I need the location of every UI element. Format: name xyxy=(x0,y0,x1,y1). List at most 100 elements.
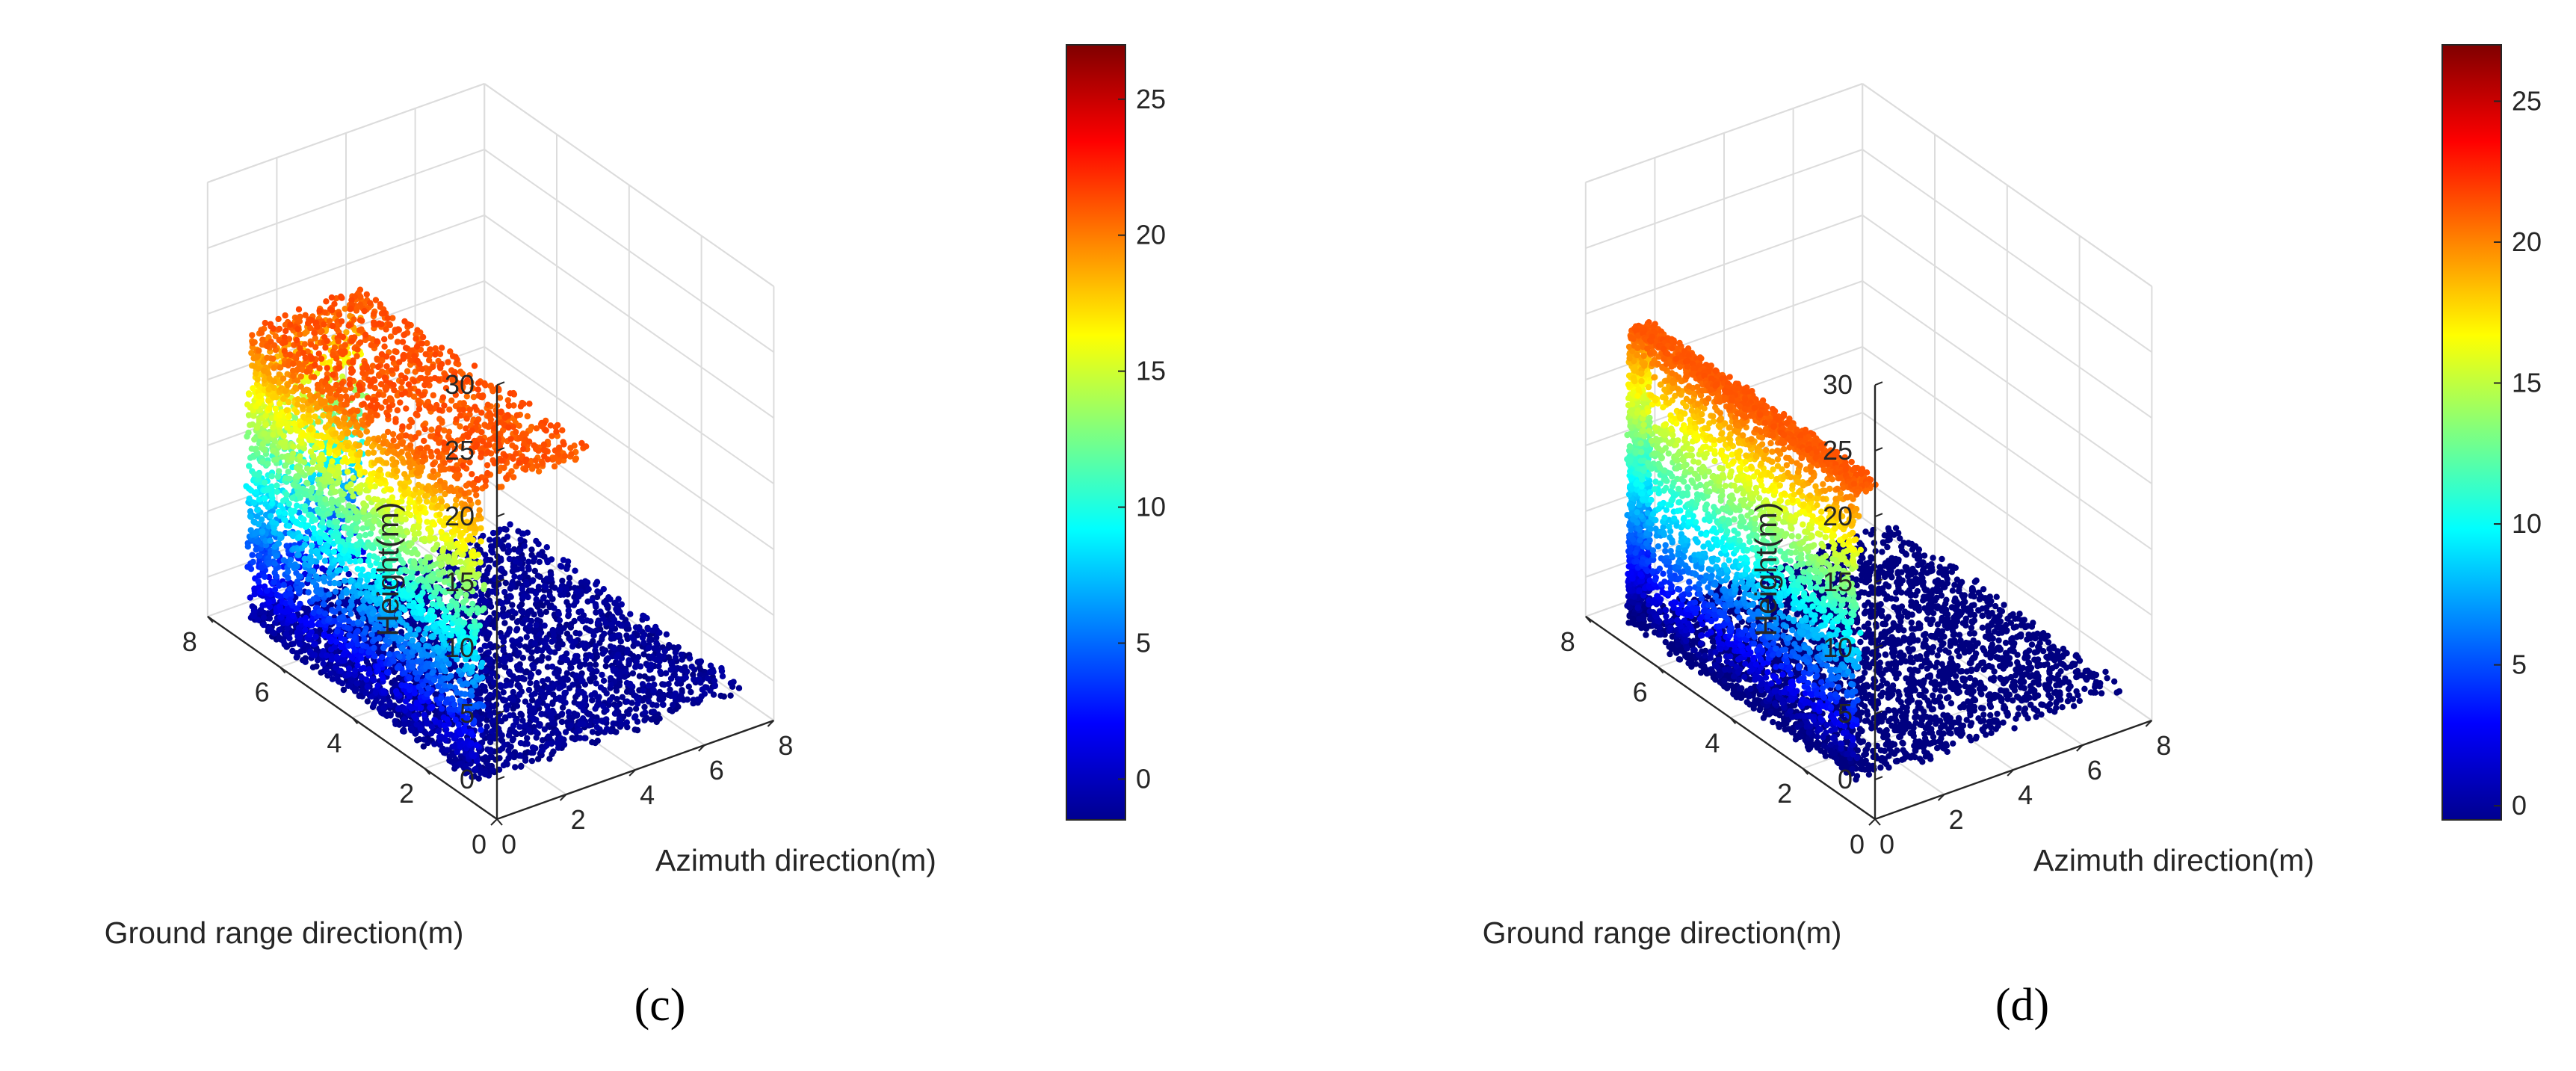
data-point xyxy=(500,689,507,696)
data-point xyxy=(316,554,323,561)
data-point xyxy=(516,422,522,429)
data-point xyxy=(528,692,535,699)
data-point xyxy=(487,660,493,667)
data-point xyxy=(630,636,637,643)
data-point xyxy=(304,480,311,487)
data-point xyxy=(519,655,527,661)
data-point xyxy=(262,479,268,486)
data-point xyxy=(632,664,639,670)
data-point xyxy=(663,631,670,638)
data-point xyxy=(347,306,353,312)
data-point xyxy=(327,389,334,397)
data-point xyxy=(296,466,303,473)
data-point xyxy=(510,697,516,703)
data-point xyxy=(489,529,497,537)
data-point xyxy=(342,342,348,348)
data-point xyxy=(520,531,527,537)
data-point xyxy=(312,573,320,580)
data-point xyxy=(321,309,328,316)
data-point xyxy=(265,370,272,377)
data-point xyxy=(248,445,255,452)
data-point xyxy=(356,317,364,324)
data-point xyxy=(309,466,316,473)
data-point xyxy=(323,405,330,413)
data-point xyxy=(280,581,288,588)
data-point xyxy=(324,548,331,555)
data-point xyxy=(301,555,308,562)
data-point xyxy=(244,543,251,550)
grid-line xyxy=(207,149,485,249)
data-point xyxy=(286,475,293,482)
data-point xyxy=(381,336,388,343)
data-point xyxy=(250,558,256,566)
data-point xyxy=(339,294,345,301)
data-point xyxy=(621,673,628,680)
data-point xyxy=(345,322,352,329)
data-point xyxy=(368,380,374,386)
data-point xyxy=(354,423,361,430)
data-point xyxy=(569,682,576,688)
data-point xyxy=(484,591,491,599)
data-point xyxy=(368,342,374,348)
data-point xyxy=(636,673,643,679)
data-point xyxy=(536,558,543,566)
data-point xyxy=(500,605,507,612)
data-point xyxy=(396,359,403,365)
data-point xyxy=(690,700,696,707)
data-point xyxy=(307,426,314,433)
data-point xyxy=(254,376,261,383)
data-point xyxy=(308,488,315,496)
data-point xyxy=(333,638,340,645)
data-point xyxy=(727,692,734,699)
data-point xyxy=(284,424,291,431)
data-point xyxy=(309,622,316,629)
data-point xyxy=(531,641,538,647)
data-point xyxy=(603,726,611,732)
data-point xyxy=(391,386,398,394)
data-point xyxy=(296,587,303,594)
data-point xyxy=(414,327,421,333)
data-point xyxy=(611,710,619,717)
data-point xyxy=(486,630,492,637)
data-point xyxy=(255,578,262,585)
data-point xyxy=(328,478,335,485)
data-point xyxy=(545,655,552,661)
data-point xyxy=(611,644,617,651)
data-point xyxy=(350,475,356,481)
data-point xyxy=(475,386,481,393)
data-point xyxy=(532,590,540,597)
data-point xyxy=(436,407,443,413)
data-point xyxy=(643,615,650,622)
data-point xyxy=(505,424,512,431)
data-point xyxy=(260,614,268,621)
data-point xyxy=(332,608,339,615)
data-point xyxy=(339,560,345,567)
data-point xyxy=(507,390,513,397)
data-point xyxy=(297,494,303,501)
data-point xyxy=(607,596,614,602)
data-point xyxy=(528,671,535,679)
data-point xyxy=(287,351,294,358)
data-point xyxy=(531,663,537,670)
data-point xyxy=(418,365,426,373)
data-point xyxy=(339,680,346,687)
data-point xyxy=(264,587,271,594)
data-point xyxy=(579,641,587,649)
data-point xyxy=(338,593,345,600)
data-point xyxy=(342,401,348,408)
data-point xyxy=(337,667,345,674)
data-point xyxy=(513,412,521,419)
data-point xyxy=(619,614,626,620)
data-point xyxy=(438,417,445,425)
data-point xyxy=(339,504,345,512)
data-point xyxy=(613,729,620,735)
data-point xyxy=(369,362,377,369)
data-point xyxy=(394,407,401,414)
data-point xyxy=(332,588,339,595)
data-point xyxy=(509,608,516,615)
data-point xyxy=(525,558,532,565)
data-point xyxy=(445,359,451,365)
data-point xyxy=(285,469,291,475)
data-point xyxy=(300,431,307,438)
data-point xyxy=(525,686,533,694)
